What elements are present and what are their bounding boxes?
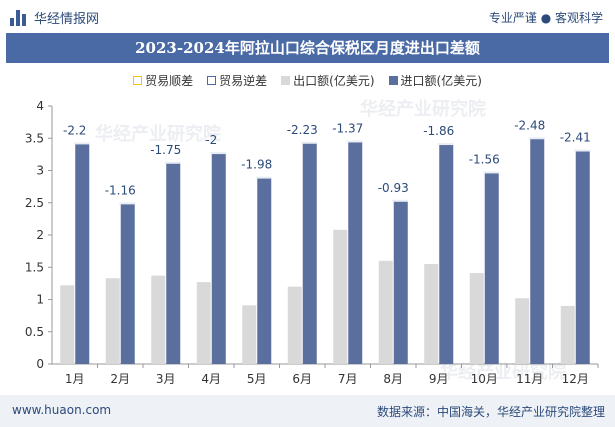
x-tick-label: 3月 — [156, 372, 176, 386]
bar-import-cap — [301, 141, 318, 144]
bar-chart: 0 0.5 1 1.5 2 2.5 3 3.5 4 -2.2 1月 -1.16 2月 -1.75 3月 -2 4… — [25, 99, 599, 386]
balance-label: -1.16 — [105, 183, 136, 197]
x-tick-label: 1月 — [65, 372, 85, 386]
legend-item-surplus: 贸易顺差 — [133, 72, 193, 89]
bar-import — [120, 203, 135, 364]
bar-import — [348, 141, 363, 364]
bar-import — [75, 143, 90, 364]
bar-export — [287, 286, 302, 364]
bar-export — [515, 298, 530, 364]
legend-swatch-deficit — [207, 76, 217, 85]
footer-source: 数据来源：中国海关，华经产业研究院整理 — [376, 405, 605, 419]
x-tick-label: 9月 — [429, 372, 449, 386]
legend-item-import: 进口额(亿美元) — [388, 72, 482, 89]
bar-import — [257, 177, 272, 364]
watermark: 华经产业研究院 — [440, 362, 566, 383]
y-tick-label: 1.5 — [25, 260, 44, 274]
bar-import — [211, 153, 226, 364]
balance-label: -2.23 — [287, 123, 318, 137]
x-tick-label: 6月 — [292, 372, 312, 386]
chart-legend: 贸易顺差 贸易逆差 出口额(亿美元) 进口额(亿美元) — [0, 72, 615, 89]
balance-label: -1.56 — [469, 152, 500, 166]
x-tick-label: 10月 — [471, 372, 498, 386]
bar-export — [105, 278, 120, 364]
legend-label-export: 出口额(亿美元) — [293, 74, 375, 88]
y-tick-label: 2 — [36, 228, 44, 242]
watermark: 华经产业研究院 — [95, 124, 221, 145]
x-tick-label: 2月 — [110, 372, 130, 386]
balance-label: -1.86 — [423, 124, 454, 138]
bar-import — [484, 172, 499, 364]
y-tick-label: 1 — [36, 293, 44, 307]
footer-site: www.huaon.com — [12, 403, 112, 417]
bar-export — [469, 273, 484, 364]
balance-label: -1.37 — [332, 121, 363, 135]
legend-swatch-export — [281, 76, 291, 85]
y-tick-label: 0 — [36, 357, 44, 371]
bar-import-cap — [73, 142, 90, 145]
footer: www.huaon.com 数据来源：中国海关，华经产业研究院整理 — [0, 395, 615, 427]
bar-import — [530, 138, 545, 364]
bar-import — [393, 200, 408, 364]
y-tick-label: 3.5 — [25, 131, 44, 145]
bar-export — [333, 229, 348, 364]
bar-import-cap — [255, 176, 272, 179]
y-tick-label: 2.5 — [25, 196, 44, 210]
y-tick-label: 0.5 — [25, 325, 44, 339]
x-tick-label: 7月 — [338, 372, 358, 386]
bar-import-cap — [210, 152, 227, 155]
bar-import-cap — [574, 149, 591, 152]
legend-label-deficit: 贸易逆差 — [219, 74, 268, 88]
brand-name: 华经情报网 — [34, 12, 100, 27]
bar-export — [560, 305, 575, 364]
bar-export — [196, 282, 211, 364]
balance-label: -1.98 — [241, 158, 272, 172]
bar-import-cap — [483, 171, 500, 174]
bar-import-cap — [164, 161, 181, 164]
bar-import-cap — [119, 202, 136, 205]
chart-title: 2023-2024年阿拉山口综合保税区月度进出口差额 — [6, 33, 609, 63]
bar-import — [439, 144, 454, 364]
brand: 华经情报网 — [10, 8, 99, 27]
bar-import-cap — [437, 143, 454, 146]
balance-label: -2.41 — [560, 131, 591, 145]
balance-label: -2.48 — [514, 118, 545, 132]
legend-swatch-import — [388, 76, 398, 85]
balance-label: -1.75 — [150, 143, 181, 157]
logo-icon — [10, 9, 28, 26]
top-bar: 华经情报网 专业严谨 ● 客观科学 — [0, 0, 615, 34]
balance-label: -2 — [205, 133, 217, 147]
bar-import — [302, 142, 317, 364]
bar-export — [424, 264, 439, 364]
bar-export — [151, 275, 166, 364]
y-tick-label: 3 — [36, 164, 44, 178]
x-tick-label: 11月 — [516, 372, 543, 386]
balance-label: -0.93 — [378, 181, 409, 195]
bar-import-cap — [346, 140, 363, 143]
x-tick-label: 5月 — [247, 372, 267, 386]
watermark: 华经产业研究院 — [360, 99, 486, 120]
legend-label-surplus: 贸易顺差 — [145, 74, 194, 88]
balance-label: -2.2 — [63, 123, 86, 137]
legend-label-import: 进口额(亿美元) — [400, 74, 482, 88]
x-tick-label: 4月 — [201, 372, 221, 386]
bar-export — [60, 285, 75, 364]
bar-export — [242, 305, 257, 364]
bar-import — [166, 162, 181, 364]
y-tick-label: 4 — [36, 99, 44, 113]
bar-export — [378, 260, 393, 364]
legend-item-export: 出口额(亿美元) — [281, 72, 375, 89]
legend-swatch-surplus — [133, 76, 143, 85]
legend-item-deficit: 贸易逆差 — [207, 72, 267, 89]
bar-import — [575, 150, 590, 364]
x-tick-label: 12月 — [562, 372, 589, 386]
slogan: 专业严谨 ● 客观科学 — [488, 11, 603, 25]
bar-import-cap — [392, 199, 409, 202]
bar-import-cap — [528, 137, 545, 140]
x-tick-label: 8月 — [383, 372, 403, 386]
